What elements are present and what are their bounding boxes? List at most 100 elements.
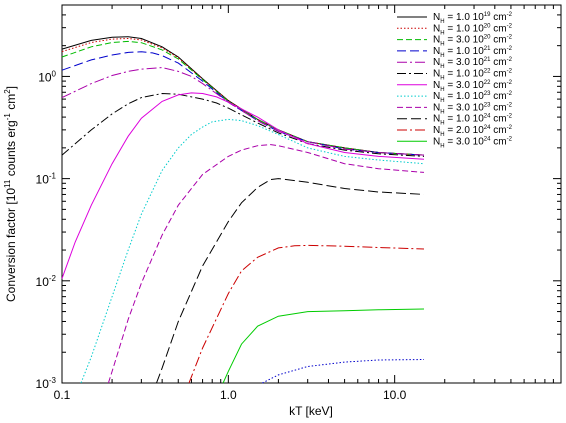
- y-tick-base: 10: [38, 70, 52, 84]
- legend-val: = 3.0 10: [445, 80, 485, 91]
- legend-unit-exp: -2: [507, 136, 513, 142]
- legend-exp: 22: [484, 80, 491, 86]
- series-line-4: [61, 51, 425, 156]
- legend-exp: 23: [484, 91, 491, 97]
- legend-exp: 19: [484, 12, 491, 18]
- legend-n: N: [433, 114, 440, 125]
- y-axis-label-exp: 2: [3, 89, 12, 94]
- legend-val: = 1.0 10: [445, 114, 485, 125]
- legend-entry: NH = 1.0 1020 cm-2: [433, 23, 513, 36]
- legend-unit: cm: [490, 114, 506, 125]
- y-tick-base: 10: [36, 173, 50, 187]
- legend-val: = 3.0 10: [445, 35, 485, 46]
- x-axis-label: kT [keV]: [289, 404, 333, 418]
- series-line-9: [107, 144, 425, 384]
- series-line-7: [61, 92, 425, 279]
- legend-val: = 1.0 10: [445, 46, 485, 57]
- legend-entry: NH = 1.0 1021 cm-2: [433, 46, 513, 59]
- legend-n: N: [433, 57, 440, 68]
- legend-val: = 1.0 10: [445, 23, 485, 34]
- y-axis-label-exp: -1: [3, 113, 12, 121]
- legend: NH = 1.0 1019 cm-2NH = 1.0 1020 cm-2NH =…: [397, 12, 513, 149]
- legend-val: = 1.0 10: [445, 12, 485, 23]
- y-axis-label-exp: 11: [3, 179, 12, 188]
- legend-sub: H: [440, 121, 444, 127]
- legend-n: N: [433, 35, 440, 46]
- legend-n: N: [433, 12, 440, 23]
- legend-unit: cm: [490, 35, 506, 46]
- legend-sub: H: [440, 30, 444, 36]
- y-tick-exp: -3: [49, 376, 57, 385]
- legend-unit: cm: [490, 125, 506, 136]
- legend-n: N: [433, 69, 440, 80]
- y-tick-label: 10-2: [36, 274, 57, 289]
- legend-val: = 1.0 10: [445, 91, 485, 102]
- legend-unit: cm: [490, 136, 506, 147]
- y-tick-exp: -1: [49, 172, 57, 181]
- legend-val: = 1.0 10: [445, 69, 485, 80]
- legend-exp: 20: [484, 23, 491, 29]
- legend-entry: NH = 1.0 1022 cm-2: [433, 69, 513, 82]
- legend-unit-exp: -2: [507, 125, 513, 131]
- y-tick-label: 10-3: [36, 376, 57, 391]
- series-line-11: [188, 244, 425, 384]
- legend-exp: 20: [484, 35, 491, 41]
- legend-unit-exp: -2: [507, 102, 513, 108]
- series-line-10: [156, 178, 425, 384]
- legend-sub: H: [440, 87, 444, 93]
- legend-val: = 3.0 10: [445, 136, 485, 147]
- x-tick-label: 10.0: [383, 388, 407, 402]
- legend-exp: 24: [484, 125, 491, 131]
- legend-unit-exp: -2: [507, 12, 513, 18]
- legend-val: = 3.0 10: [445, 102, 485, 113]
- legend-entry: NH = 3.0 1020 cm-2: [433, 35, 513, 48]
- legend-unit: cm: [490, 69, 506, 80]
- legend-n: N: [433, 23, 440, 34]
- legend-exp: 24: [484, 136, 491, 142]
- legend-sub: H: [440, 53, 444, 59]
- legend-unit-exp: -2: [507, 114, 513, 120]
- legend-exp: 22: [484, 69, 491, 75]
- legend-sub: H: [440, 132, 444, 138]
- series-line-13: [262, 359, 425, 384]
- legend-unit: cm: [490, 46, 506, 57]
- x-tick-label: 0.1: [54, 388, 71, 402]
- legend-unit: cm: [490, 12, 506, 23]
- legend-val: = 2.0 10: [445, 125, 485, 136]
- legend-n: N: [433, 136, 440, 147]
- y-axis-label-part: cm: [4, 94, 18, 113]
- legend-n: N: [433, 80, 440, 91]
- legend-unit-exp: -2: [507, 69, 513, 75]
- legend-sub: H: [440, 109, 444, 115]
- legend-entry: NH = 3.0 1022 cm-2: [433, 80, 513, 93]
- legend-exp: 23: [484, 102, 491, 108]
- legend-n: N: [433, 46, 440, 57]
- legend-unit: cm: [490, 102, 506, 113]
- series-line-8: [80, 118, 425, 384]
- series-line-6: [61, 92, 425, 157]
- legend-exp: 21: [484, 57, 491, 63]
- legend-unit-exp: -2: [507, 46, 513, 52]
- legend-unit-exp: -2: [507, 91, 513, 97]
- y-tick-base: 10: [36, 275, 50, 289]
- series-line-2: [61, 37, 425, 156]
- legend-val: = 3.0 10: [445, 57, 485, 68]
- legend-unit-exp: -2: [507, 57, 513, 63]
- legend-unit-exp: -2: [507, 23, 513, 29]
- legend-sub: H: [440, 19, 444, 25]
- legend-entry: NH = 1.0 1019 cm-2: [433, 12, 513, 25]
- y-tick-exp: -2: [49, 274, 57, 283]
- series-line-5: [61, 67, 425, 156]
- legend-unit: cm: [490, 80, 506, 91]
- legend-exp: 24: [484, 114, 491, 120]
- x-tick-label: 1.0: [220, 388, 237, 402]
- y-tick-base: 10: [36, 377, 50, 391]
- legend-entry: NH = 1.0 1024 cm-2: [433, 114, 513, 127]
- legend-unit: cm: [490, 91, 506, 102]
- y-tick-exp: 0: [52, 69, 57, 78]
- legend-entry: NH = 1.0 1023 cm-2: [433, 91, 513, 104]
- legend-entry: NH = 3.0 1021 cm-2: [433, 57, 513, 70]
- y-axis-label-part: counts erg: [4, 120, 18, 179]
